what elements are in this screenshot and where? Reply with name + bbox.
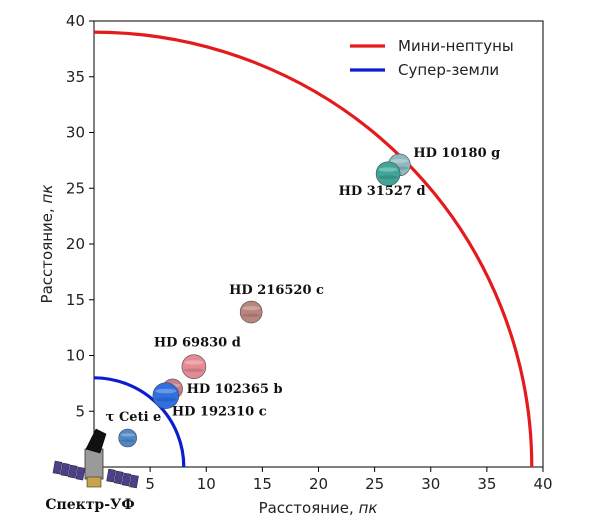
observer-label: Спектр-УФ (45, 497, 134, 513)
solar-panel-right (113, 470, 124, 485)
solar-panel-left (75, 466, 86, 481)
legend-label-1: Мини-нептуны (398, 37, 514, 55)
x-tick-label: 15 (253, 475, 272, 493)
x-tick-label: 5 (145, 475, 155, 493)
solar-panel-left (67, 464, 78, 479)
planet-marker-7 (118, 428, 137, 448)
observer-telescope: Спектр-УФ (45, 428, 139, 513)
planet-points: HD 10180 g HD 31527 d HD 216520 c HD 69830 … (106, 146, 500, 448)
planet-label-4: HD 69830 d (154, 336, 241, 351)
satellite-module (86, 476, 102, 488)
y-axis-label: Расстояние, пк (38, 185, 56, 304)
y-tick-label: 15 (66, 291, 85, 309)
y-tick-label: 20 (66, 235, 85, 253)
planet-marker-3 (239, 300, 263, 324)
planet-band (241, 313, 261, 318)
x-tick-label: 20 (309, 475, 328, 493)
satellite-body (84, 448, 104, 480)
satellite-icon (52, 428, 139, 489)
axis-ticks: 5 10 15 20 25 30 35 40 5 10 15 20 25 30 35 40 (66, 12, 553, 493)
x-tick-label: 25 (365, 475, 384, 493)
planet-band (184, 360, 204, 365)
planet-band (120, 439, 136, 443)
planet-label-7: τ Ceti e (106, 410, 162, 425)
planet-marker-2 (375, 161, 401, 187)
solar-panel-right (121, 472, 132, 487)
x-tick-label: 10 (197, 475, 216, 493)
planet-label-5: HD 102365 b (187, 382, 283, 397)
x-axis-label: Расстояние, пк (259, 499, 378, 517)
legend: Мини-нептуны Супер-земли (350, 37, 514, 79)
y-tick-label: 5 (75, 402, 85, 420)
x-tick-label: 35 (477, 475, 496, 493)
planet-marker-6 (152, 382, 180, 409)
planet-label-6: HD 192310 c (172, 405, 267, 420)
planet-band (378, 167, 398, 172)
solar-panel-left (52, 460, 63, 475)
y-tick-label: 25 (66, 179, 85, 197)
planet-band (377, 175, 399, 180)
planet-band (390, 159, 409, 163)
planet-label-1: HD 10180 g (413, 146, 500, 161)
planet-band (242, 306, 260, 311)
x-tick-label: 40 (533, 475, 552, 493)
planet-band (155, 388, 177, 394)
planet-label-2: HD 31527 d (339, 184, 426, 199)
x-tick-label: 30 (421, 475, 440, 493)
solar-panel-left (60, 462, 70, 477)
y-tick-label: 30 (66, 124, 85, 142)
y-tick-label: 40 (66, 12, 85, 30)
planet-band (183, 368, 205, 373)
solar-panel-right (106, 468, 116, 483)
planet-marker-4 (181, 354, 207, 379)
solar-panel-right (129, 474, 139, 489)
telescope-tube (85, 428, 107, 454)
legend-label-2: Супер-земли (398, 61, 499, 79)
planet-band (120, 433, 135, 437)
y-tick-label: 10 (66, 347, 85, 365)
y-tick-label: 35 (66, 68, 85, 86)
planet-band (154, 397, 177, 402)
planet-label-3: HD 216520 c (229, 283, 324, 298)
